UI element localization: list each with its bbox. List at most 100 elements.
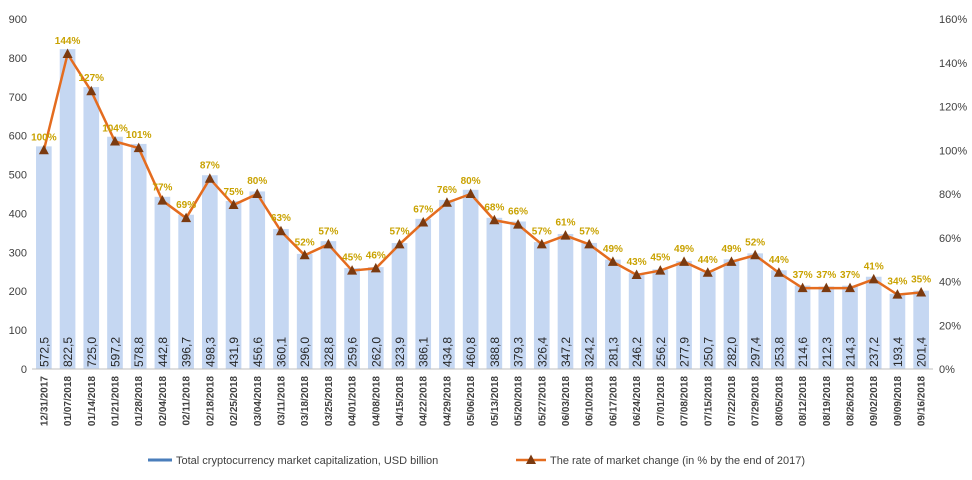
rate-value-label: 52% [745,237,765,248]
rate-marker [679,256,690,266]
legend-label-rate: The rate of market change (in % by the e… [550,455,805,467]
x-tick-label: 03/11/2018 [276,376,287,426]
bar-value-label: 193,4 [891,337,905,367]
bar [581,242,598,369]
x-tick-label: 04/01/2018 [348,376,359,426]
bar-value-label: 326,4 [535,337,549,367]
x-tick-label: 08/12/2018 [798,376,809,426]
bar [605,259,621,369]
rate-marker [607,256,618,266]
x-tick-label: 05/20/2018 [514,376,525,426]
y-left-tick-label: 700 [9,92,27,104]
rate-marker [418,216,429,227]
bar [865,276,882,369]
rate-marker [845,282,856,293]
rate-marker [868,273,879,284]
x-tick-label: 03/18/2018 [300,376,311,426]
bar [202,175,218,369]
rate-value-label: 49% [603,244,623,255]
rate-marker [892,289,903,299]
rate-value-label: 49% [674,244,694,255]
x-tick-label: 01/28/2018 [134,376,145,426]
bar-value-label: 237,2 [867,337,881,367]
y-right-tick-label: 80% [939,189,961,201]
bar [225,201,242,369]
legend-marker-rate [526,454,536,464]
rate-value-label: 87% [200,161,220,172]
rate-value-label: 49% [721,244,741,255]
x-tick-label: 07/08/2018 [680,376,691,426]
rate-value-label: 41% [864,261,884,272]
bar [510,221,526,369]
rate-marker [560,230,571,240]
y-right-tick-label: 140% [939,58,967,70]
bar-value-label: 498,3 [203,337,217,367]
rate-value-label: 127% [78,73,104,84]
bar-value-label: 262,0 [369,337,383,367]
bar [320,241,337,369]
bar [486,217,503,369]
bar [628,273,645,369]
bar [344,268,360,369]
rate-value-label: 66% [508,207,528,218]
rate-value-label: 63% [271,213,291,224]
bar [415,218,432,369]
rate-value-label: 75% [224,187,244,198]
bar [794,285,811,369]
rate-value-label: 45% [342,253,362,264]
bar-value-label: 431,9 [227,337,241,367]
rate-value-label: 80% [461,176,481,187]
rate-value-label: 144% [55,36,81,47]
rate-marker [584,238,595,249]
x-tick-label: 07/22/2018 [727,376,738,426]
bar [842,285,858,369]
rate-value-label: 45% [650,253,670,264]
rate-marker [62,48,73,58]
bar-value-label: 323,9 [393,337,407,367]
rate-value-label: 57% [318,226,338,237]
x-tick-label: 04/08/2018 [371,376,382,426]
bar-value-label: 328,8 [322,337,336,367]
bar-value-label: 572,5 [37,337,51,367]
bar-value-label: 386,1 [417,337,431,367]
y-right-tick-label: 100% [939,145,967,157]
rate-value-label: 37% [840,270,860,281]
rate-marker [252,188,263,198]
rate-marker [157,195,168,205]
x-tick-label: 09/02/2018 [869,376,880,426]
y-left-tick-label: 300 [9,247,27,259]
y-right-tick-label: 20% [939,320,961,332]
x-tick-label: 05/27/2018 [537,376,548,426]
rate-marker [465,188,476,198]
rate-value-label: 57% [532,226,552,237]
y-left-tick-label: 0 [21,364,27,376]
rate-value-label: 104% [102,124,128,135]
x-tick-label: 02/25/2018 [229,376,240,426]
y-left-tick-label: 900 [9,14,27,26]
y-right-tick-label: 40% [939,277,961,289]
rate-marker [916,286,927,297]
bar-value-label: 456,6 [251,337,265,367]
rate-marker [655,265,666,275]
y-left-tick-label: 600 [9,131,27,143]
x-tick-label: 06/03/2018 [561,376,572,426]
bar-value-label: 434,8 [440,337,454,367]
rate-value-label: 68% [484,202,504,213]
x-tick-label: 04/15/2018 [395,376,406,426]
bar [652,269,669,369]
y-left-tick-label: 400 [9,208,27,220]
x-tick-label: 04/29/2018 [442,376,453,426]
rate-value-label: 37% [816,270,836,281]
y-right-tick-label: 60% [939,233,961,245]
bar [296,253,313,369]
rate-value-label: 43% [627,257,647,268]
rate-marker [86,85,97,96]
y-left-tick-label: 100 [9,325,27,337]
bar-value-label: 396,7 [180,337,194,367]
rate-marker [441,197,452,207]
bar-value-label: 214,3 [844,337,858,367]
bar-value-label: 246,2 [630,337,644,367]
y-right-tick-label: 120% [939,102,967,114]
rate-value-label: 80% [247,176,267,187]
